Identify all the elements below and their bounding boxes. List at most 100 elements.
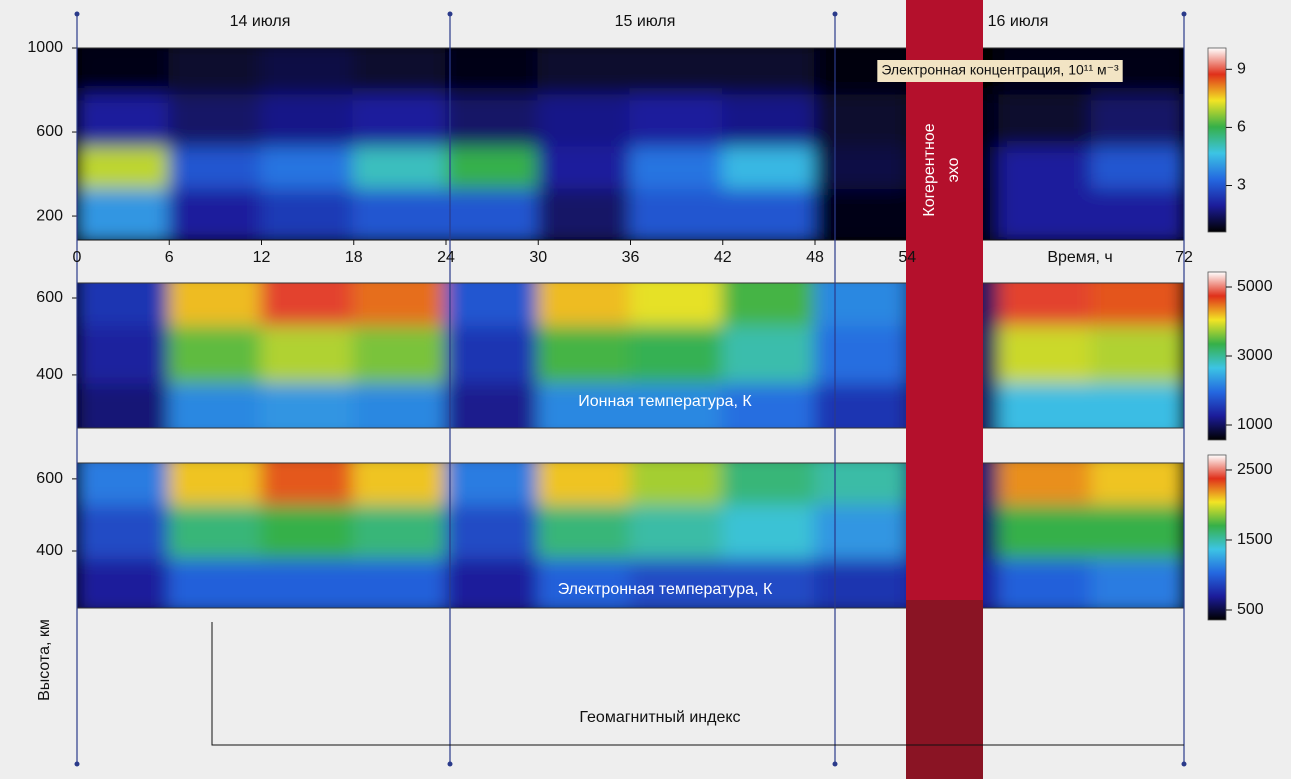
heatmap-cell [445, 189, 539, 244]
colorbar-label: 2500 [1237, 461, 1273, 478]
colorbar-label: 6 [1237, 119, 1246, 136]
divider-dot [1182, 762, 1187, 767]
heatmap-cell [168, 189, 262, 244]
heatmap-cell [814, 94, 908, 149]
day-label: 14 июля [230, 13, 291, 30]
colorbar-label: 1000 [1237, 416, 1273, 433]
heatmap-cell [353, 505, 447, 561]
heatmap-cell [76, 42, 170, 97]
heatmap-cell [814, 189, 908, 244]
heatmap-cell [353, 94, 447, 149]
x-tick-label: 48 [806, 249, 824, 266]
heatmap-cell [999, 326, 1093, 386]
heatmap-cell [445, 505, 539, 561]
colorbar [1208, 455, 1226, 620]
heatmap-cell [76, 505, 170, 561]
heatmap-cell [630, 326, 724, 386]
heatmap-cell [722, 505, 816, 561]
divider-dot [1182, 12, 1187, 17]
colorbar-label: 9 [1237, 61, 1246, 78]
x-tick-label: 0 [73, 249, 82, 266]
heatmap-cell [76, 94, 170, 149]
heatmap-cell [722, 94, 816, 149]
heatmap-cell [537, 326, 631, 386]
y-tick-label: 400 [36, 366, 63, 383]
colorbar-label: 5000 [1237, 278, 1273, 295]
heatmap-cell [814, 559, 908, 615]
heatmap-cell [261, 559, 355, 615]
day-label: 15 июля [615, 13, 676, 30]
heatmap-cell [722, 42, 816, 97]
heatmap-cell [76, 326, 170, 386]
heatmap-cell [261, 94, 355, 149]
heatmap-cell [76, 559, 170, 615]
x-tick-label: 24 [437, 249, 455, 266]
divider-dot [75, 762, 80, 767]
heatmap-cell [261, 42, 355, 97]
x-axis-label: Время, ч [1047, 249, 1112, 266]
heatmap-cell [445, 94, 539, 149]
heatmap-cell [537, 189, 631, 244]
heatmap-cell [168, 559, 262, 615]
x-tick-label: 18 [345, 249, 363, 266]
heatmap-cell [353, 559, 447, 615]
x-tick-label: 12 [253, 249, 271, 266]
heatmap-cell [76, 189, 170, 244]
x-tick-label: 42 [714, 249, 732, 266]
echo-band-lower [906, 600, 983, 779]
heatmap-cell [445, 326, 539, 386]
echo-band [906, 0, 983, 600]
y-tick-label: 200 [36, 207, 63, 224]
heatmap-cell [353, 42, 447, 97]
figure: 2006001000369400600100030005000Ионная те… [0, 0, 1291, 779]
heatmap-cell [353, 189, 447, 244]
band-label: эхо [945, 158, 962, 183]
panel-title: Электронная температура, К [558, 581, 773, 598]
x-tick-label: 30 [529, 249, 547, 266]
heatmap-cell [1091, 505, 1185, 561]
colorbar [1208, 272, 1226, 440]
day-label: 16 июля [988, 13, 1049, 30]
bottom-label: Геомагнитный индекс [579, 709, 740, 726]
band-label: Когерентное [921, 123, 938, 216]
heatmap-cell [353, 326, 447, 386]
x-tick-label: 36 [622, 249, 640, 266]
heatmap-cell [168, 505, 262, 561]
heatmap-cell [537, 42, 631, 97]
heatmap [76, 268, 1185, 443]
x-tick-label: 72 [1175, 249, 1193, 266]
heatmap-cells [76, 268, 1185, 443]
panel-title: Ионная температура, К [578, 393, 752, 410]
heatmap-cell [445, 42, 539, 97]
heatmap-cell [630, 94, 724, 149]
heatmap-cell [630, 42, 724, 97]
heatmap-cell [537, 505, 631, 561]
heatmap-cell [168, 326, 262, 386]
heatmap-cell [999, 559, 1093, 615]
x-tick-label: 54 [898, 249, 916, 266]
divider-dot [833, 12, 838, 17]
divider-dot [833, 762, 838, 767]
colorbar-label: 500 [1237, 601, 1264, 618]
y-tick-label: 600 [36, 289, 63, 306]
heatmap-cell [168, 42, 262, 97]
heatmap-cell [814, 326, 908, 386]
colorbar-label: 1500 [1237, 531, 1273, 548]
heatmap-cell [1091, 94, 1185, 149]
heatmap-cell [999, 505, 1093, 561]
heatmap-cell [630, 189, 724, 244]
heatmap-cell [1091, 189, 1185, 244]
heatmap-cell [722, 326, 816, 386]
divider-dot [75, 12, 80, 17]
heatmap-cell [445, 559, 539, 615]
y-tick-label: 400 [36, 542, 63, 559]
colorbar [1208, 48, 1226, 232]
heatmap-cell [261, 189, 355, 244]
heatmap-cell [999, 94, 1093, 149]
heatmap-cell [261, 505, 355, 561]
colorbar-label: 3 [1237, 177, 1246, 194]
y-tick-label: 600 [36, 470, 63, 487]
divider-dot [448, 12, 453, 17]
panel-title: Электронная концентрация, 10¹¹ м⁻³ [881, 62, 1119, 78]
